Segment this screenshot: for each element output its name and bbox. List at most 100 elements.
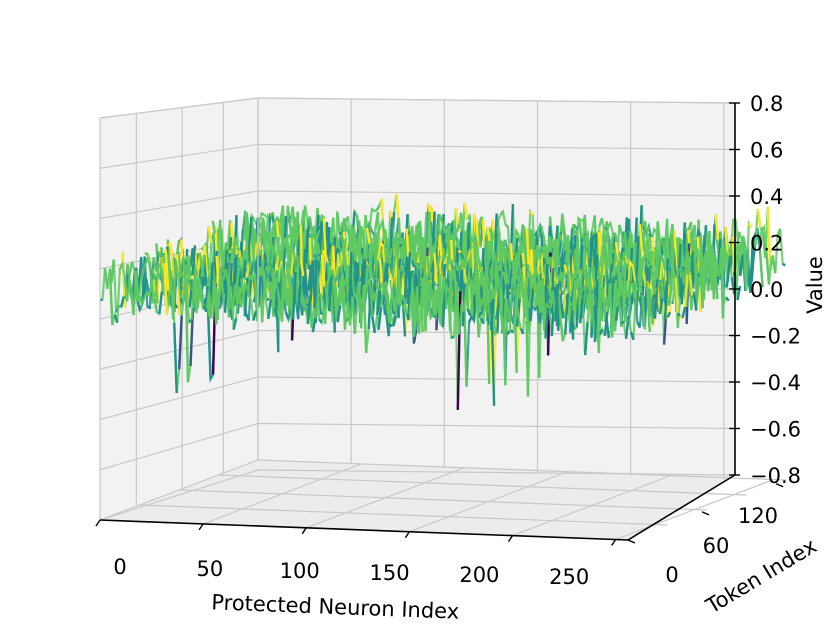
surface-segment — [103, 268, 109, 289]
surface-segment — [706, 249, 710, 253]
surface-segment — [284, 311, 290, 320]
surface-segment — [449, 290, 455, 312]
x-tick-mark — [95, 519, 101, 527]
surface-segment — [377, 307, 383, 330]
surface-segment — [307, 264, 313, 291]
surface-segment — [283, 237, 288, 250]
surface-segment — [529, 210, 534, 216]
surface-segment — [286, 277, 292, 306]
surface-segment — [409, 231, 415, 260]
surface-segment — [252, 310, 258, 321]
surface-segment — [204, 243, 210, 273]
surface-segment — [679, 284, 685, 299]
surface-segment — [268, 231, 274, 248]
surface-segment — [470, 280, 475, 295]
surface-segment — [144, 256, 150, 264]
surface-segment — [754, 229, 759, 235]
surface-segment — [356, 227, 362, 247]
surface-segment — [272, 277, 277, 306]
surface-segment — [110, 259, 115, 284]
surface-segment — [222, 242, 228, 263]
surface-segment — [148, 282, 154, 297]
surface-segment — [347, 236, 353, 247]
surface-segment — [622, 257, 627, 263]
surface-segment — [466, 308, 472, 317]
surface-segment — [614, 241, 620, 259]
surface-segment — [367, 221, 373, 231]
surface-segment — [460, 261, 466, 270]
x-tick-label: 250 — [549, 565, 589, 589]
surface-segment — [533, 306, 539, 311]
surface-segment — [603, 272, 608, 278]
y-tick-label: 0 — [665, 563, 678, 587]
surface-segment — [631, 282, 637, 299]
surface-segment — [428, 247, 434, 271]
surface-segment — [468, 245, 474, 252]
surface-segment — [269, 213, 274, 217]
surface-segment — [360, 226, 366, 240]
surface-segment — [608, 283, 614, 338]
surface-segment — [681, 258, 687, 268]
surface-segment — [257, 223, 263, 230]
surface-segment — [200, 255, 206, 277]
surface-segment — [478, 260, 484, 286]
surface-segment — [108, 268, 114, 326]
grid-left-horizontal — [99, 469, 259, 521]
surface-segment — [440, 276, 446, 305]
surface-segment — [321, 300, 327, 325]
surface-segment — [394, 232, 400, 252]
surface-segment — [354, 262, 359, 316]
surface-segment — [676, 312, 681, 317]
surface-segment — [267, 299, 272, 320]
surface-segment — [435, 289, 441, 314]
surface-segment — [618, 281, 624, 298]
surface-segment — [143, 292, 149, 298]
surface-segment — [537, 251, 543, 261]
surface-segment — [517, 268, 523, 282]
surface-segment — [584, 232, 590, 239]
surface-segment — [381, 221, 387, 240]
surface-segment — [331, 270, 337, 285]
surface-segment — [310, 225, 316, 237]
surface-segment — [599, 257, 605, 285]
surface-segment — [645, 260, 651, 269]
surface-segment — [747, 222, 753, 228]
surface-segment — [629, 261, 634, 267]
surface-segment — [436, 255, 441, 269]
grid-back-horizontal — [257, 469, 736, 476]
surface-segment — [558, 233, 563, 242]
surface-segment — [414, 263, 420, 270]
surface-segment — [336, 305, 342, 323]
surface-segment — [376, 290, 381, 316]
surface-segment — [455, 282, 461, 335]
surface-segment — [316, 255, 321, 261]
surface-segment — [478, 216, 483, 224]
surface-segment — [244, 231, 250, 260]
z-axis-ticks: 0.8 0.6 0.4 0.2 0.0 −0.2 −0.4 −0.6 −0.8 — [729, 92, 801, 488]
surface-segment — [742, 241, 748, 291]
surface-segment — [457, 249, 462, 254]
surface-segment — [138, 296, 144, 305]
surface-segment — [564, 293, 569, 335]
surface-segment — [368, 251, 373, 279]
surface-segment — [309, 261, 315, 301]
surface-segment — [529, 288, 535, 321]
surface-segment — [506, 330, 511, 336]
surface-segment — [163, 262, 169, 316]
surface-segment — [273, 307, 279, 319]
grid-left-horizontal — [99, 376, 259, 421]
surface-segment — [206, 310, 212, 380]
surface-segment — [494, 275, 500, 291]
surface-segment — [236, 246, 241, 252]
surface-segment — [737, 242, 743, 258]
surface-segment — [710, 244, 716, 300]
z-tick-label: 0.8 — [750, 92, 783, 116]
surface-segment — [559, 302, 565, 317]
surface-segment — [530, 272, 536, 280]
surface-segment — [191, 245, 197, 276]
surface-segment — [405, 313, 411, 319]
surface-segment — [299, 258, 305, 277]
surface-segment — [540, 246, 545, 251]
surface-segment — [308, 216, 314, 234]
surface-segment — [749, 244, 754, 293]
